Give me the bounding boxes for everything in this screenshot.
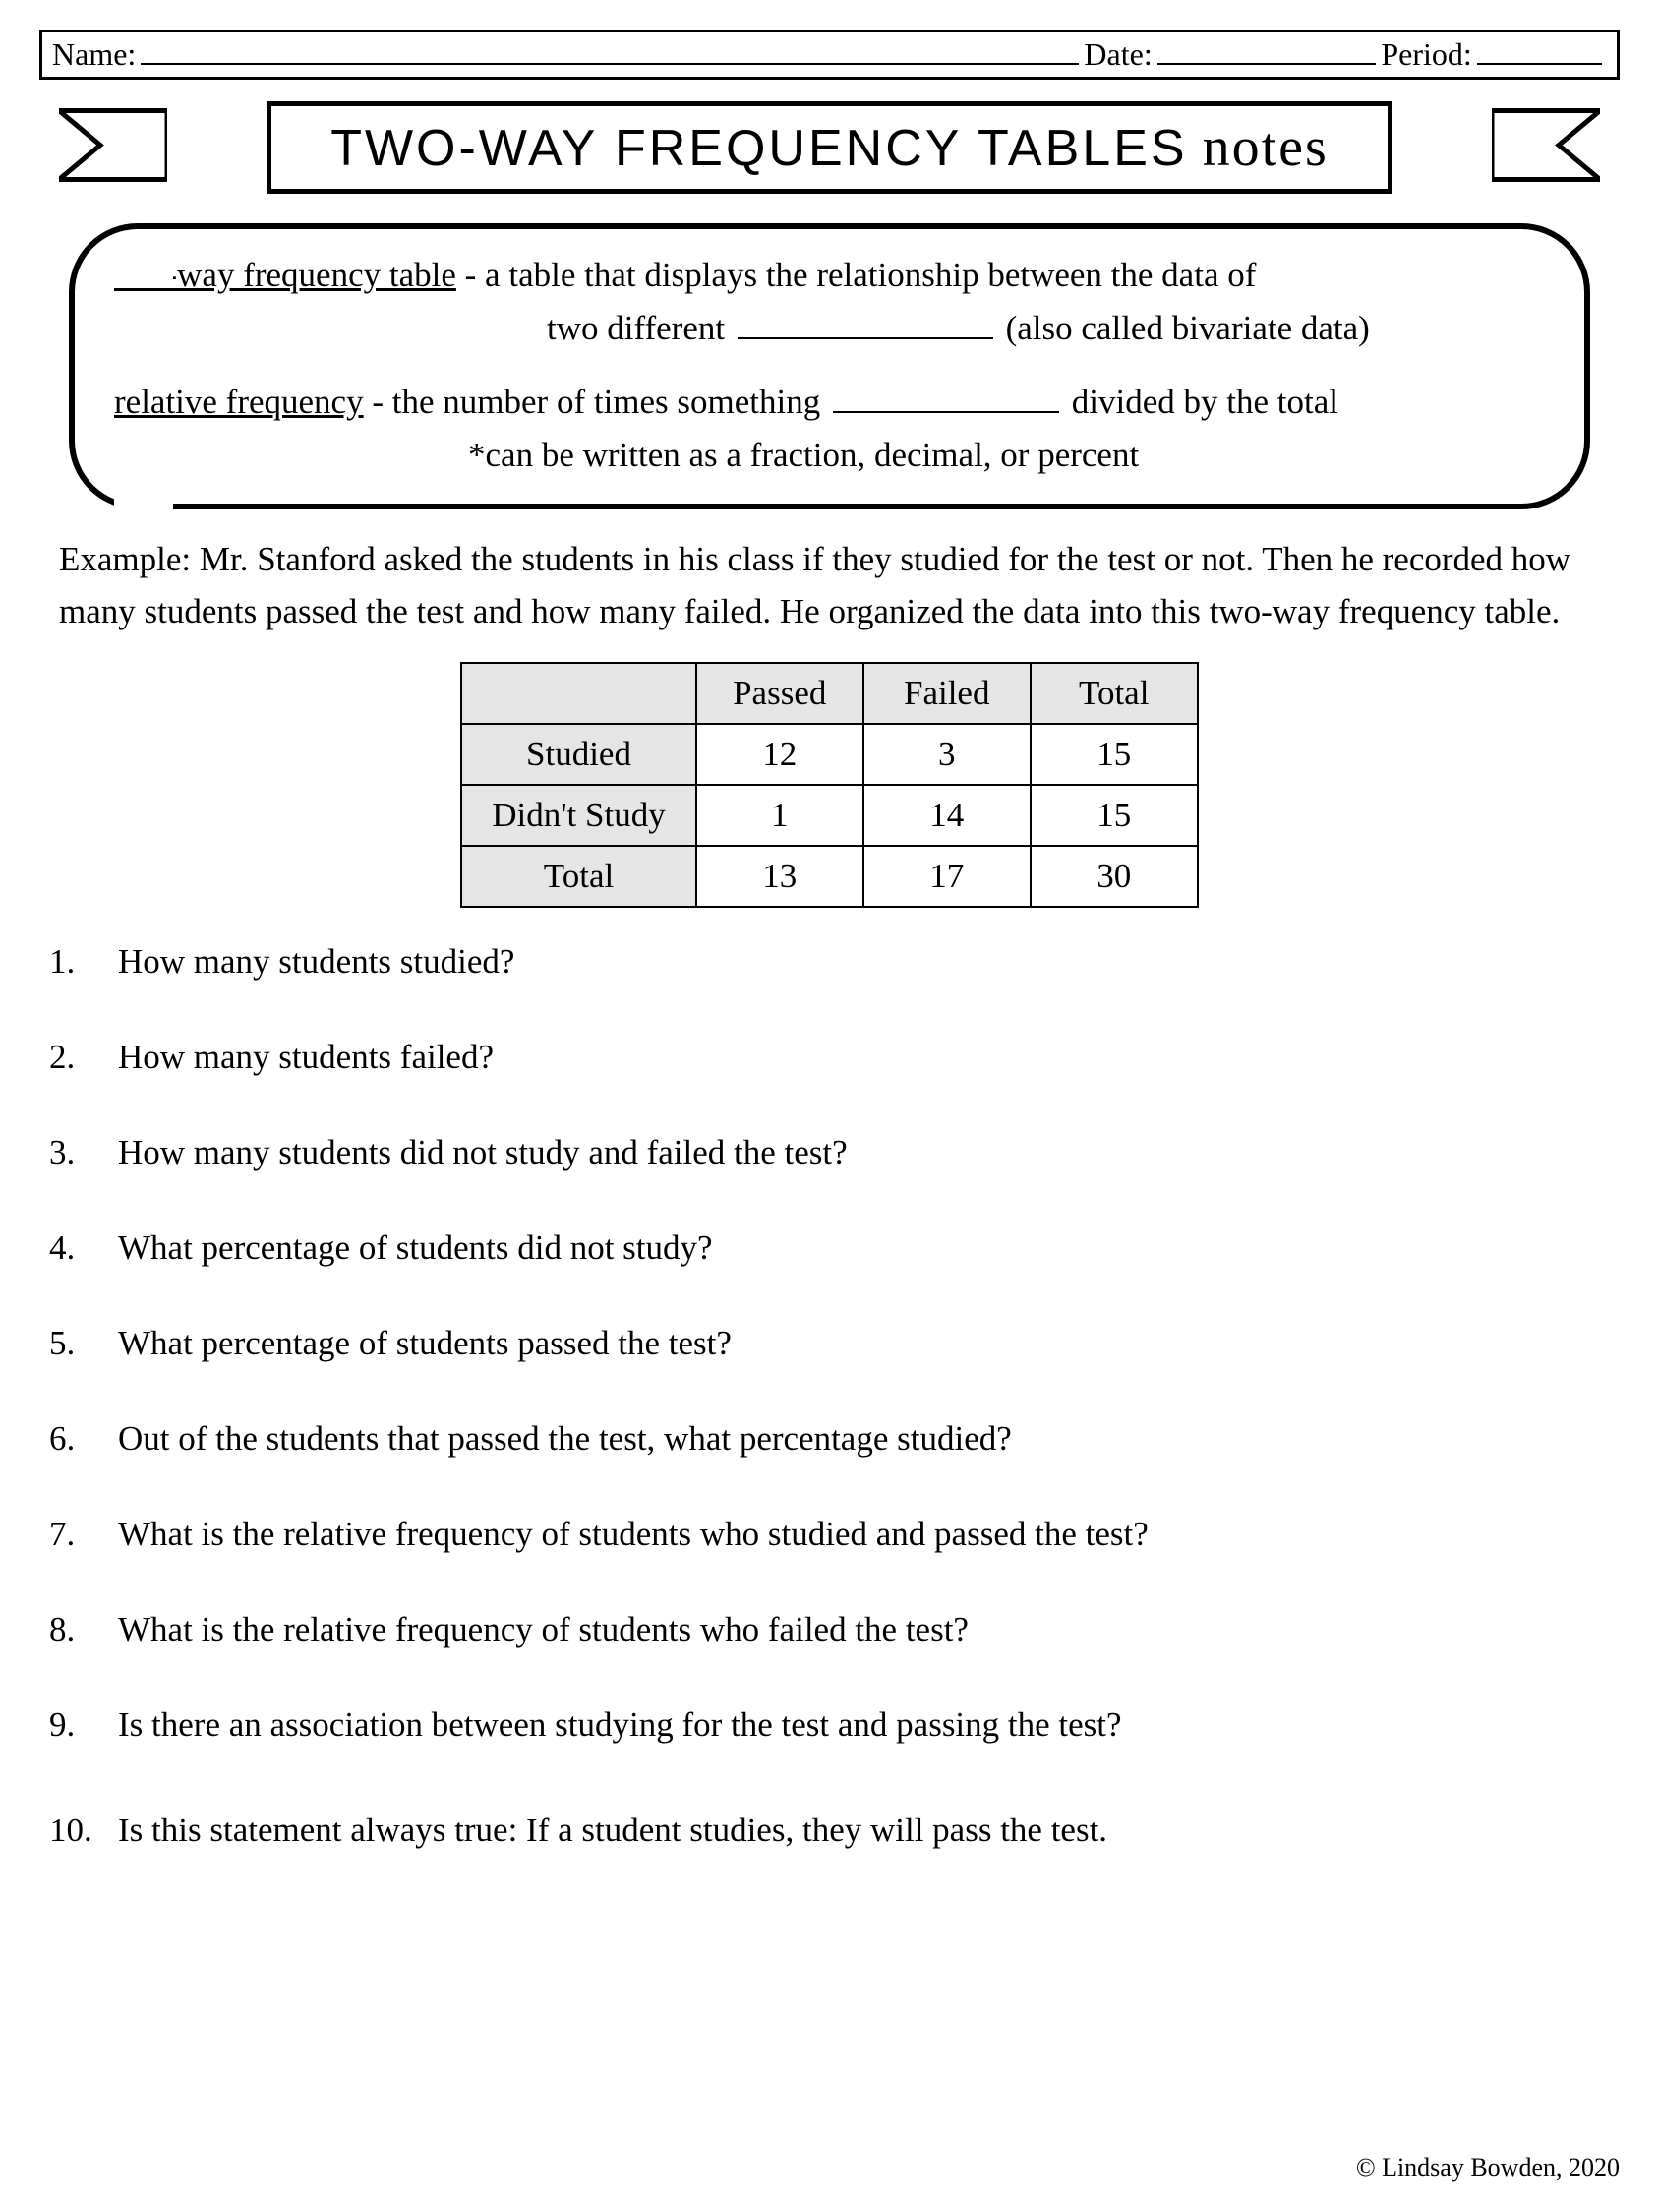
def2-line1-post: divided by the total xyxy=(1063,383,1338,421)
question-number: 7. xyxy=(49,1510,118,1558)
term-two-way: two-way frequency table xyxy=(114,256,456,294)
question-number: 1. xyxy=(49,937,118,986)
question-item: 6. Out of the students that passed the t… xyxy=(49,1414,1610,1463)
period-blank-line[interactable] xyxy=(1477,39,1602,65)
definitions-box: two-way frequency table - a table that d… xyxy=(69,223,1590,509)
period-label: Period: xyxy=(1381,36,1471,73)
term-relative-freq: relative frequency xyxy=(114,383,364,421)
def2-line2: *can be written as a fraction, decimal, … xyxy=(114,429,1545,482)
name-blank-line[interactable] xyxy=(141,39,1079,65)
question-text: How many students studied? xyxy=(118,937,1610,986)
question-number: 5. xyxy=(49,1319,118,1367)
copyright-text: © Lindsay Bowden, 2020 xyxy=(1356,2153,1620,2182)
definition-1: two-way frequency table - a table that d… xyxy=(114,249,1545,356)
def1-blank[interactable] xyxy=(738,337,993,339)
question-item: 5. What percentage of students passed th… xyxy=(49,1319,1610,1367)
table-header-row: Passed Failed Total xyxy=(461,663,1197,724)
name-label: Name: xyxy=(52,36,136,73)
row-label-total: Total xyxy=(461,846,695,907)
question-text: What percentage of students did not stud… xyxy=(118,1224,1610,1272)
ribbon-left-icon xyxy=(59,101,167,195)
question-item: 1. How many students studied? xyxy=(49,937,1610,986)
def1-line1: - a table that displays the relationship… xyxy=(456,256,1256,294)
question-number: 4. xyxy=(49,1224,118,1272)
def2-blank[interactable] xyxy=(833,411,1059,413)
def2-line1-pre: - the number of times something xyxy=(364,383,829,421)
ribbon-right-icon xyxy=(1492,101,1600,195)
cell-didnt-total: 15 xyxy=(1031,785,1198,846)
cell-didnt-passed: 1 xyxy=(696,785,863,846)
question-item: 4. What percentage of students did not s… xyxy=(49,1224,1610,1272)
title-banner-container: TWO-WAY FREQUENCY TABLES notes xyxy=(39,101,1620,194)
question-item: 7. What is the relative frequency of stu… xyxy=(49,1510,1610,1558)
question-item: 3. How many students did not study and f… xyxy=(49,1128,1610,1176)
title-main: TWO-WAY FREQUENCY TABLES xyxy=(330,120,1187,177)
table-header-passed: Passed xyxy=(696,663,863,724)
cell-total-failed: 17 xyxy=(863,846,1031,907)
table-header-blank xyxy=(461,663,695,724)
definition-2: relative frequency - the number of times… xyxy=(114,376,1545,483)
def1-line2: two different (also called bivariate dat… xyxy=(114,302,1545,355)
table-header-total: Total xyxy=(1031,663,1198,724)
frequency-table: Passed Failed Total Studied 12 3 15 Didn… xyxy=(460,662,1198,908)
cell-studied-total: 15 xyxy=(1031,724,1198,785)
questions-list: 1. How many students studied? 2. How man… xyxy=(49,937,1610,1854)
title-script: notes xyxy=(1203,117,1329,178)
table-row: Didn't Study 1 14 15 xyxy=(461,785,1197,846)
question-item: 2. How many students failed? xyxy=(49,1033,1610,1081)
question-text: Is this statement always true: If a stud… xyxy=(118,1806,1610,1854)
table-row: Total 13 17 30 xyxy=(461,846,1197,907)
row-label-studied: Studied xyxy=(461,724,695,785)
cell-studied-passed: 12 xyxy=(696,724,863,785)
date-blank-line[interactable] xyxy=(1157,39,1377,65)
question-number: 9. xyxy=(49,1701,118,1749)
date-label: Date: xyxy=(1084,36,1152,73)
def1-line2-post: (also called bivariate data) xyxy=(997,309,1370,347)
table-row: Studied 12 3 15 xyxy=(461,724,1197,785)
example-text: Example: Mr. Stanford asked the students… xyxy=(59,534,1600,637)
question-item: 10. Is this statement always true: If a … xyxy=(49,1806,1610,1854)
question-text: What is the relative frequency of studen… xyxy=(118,1510,1610,1558)
question-text: How many students did not study and fail… xyxy=(118,1128,1610,1176)
question-text: What is the relative frequency of studen… xyxy=(118,1605,1610,1653)
question-number: 6. xyxy=(49,1414,118,1463)
question-number: 8. xyxy=(49,1605,118,1653)
def1-line2-pre: two different xyxy=(547,309,734,347)
cell-total-total: 30 xyxy=(1031,846,1198,907)
row-label-didnt-study: Didn't Study xyxy=(461,785,695,846)
table-header-failed: Failed xyxy=(863,663,1031,724)
title-banner: TWO-WAY FREQUENCY TABLES notes xyxy=(267,101,1392,194)
cell-studied-failed: 3 xyxy=(863,724,1031,785)
question-text: Out of the students that passed the test… xyxy=(118,1414,1610,1463)
question-number: 2. xyxy=(49,1033,118,1081)
cell-total-passed: 13 xyxy=(696,846,863,907)
header-info-box: Name: Date: Period: xyxy=(39,30,1620,80)
question-text: How many students failed? xyxy=(118,1033,1610,1081)
question-item: 9. Is there an association between study… xyxy=(49,1701,1610,1749)
question-number: 10. xyxy=(49,1806,118,1854)
cell-didnt-failed: 14 xyxy=(863,785,1031,846)
question-text: What percentage of students passed the t… xyxy=(118,1319,1610,1367)
question-number: 3. xyxy=(49,1128,118,1176)
question-item: 8. What is the relative frequency of stu… xyxy=(49,1605,1610,1653)
question-text: Is there an association between studying… xyxy=(118,1701,1610,1749)
